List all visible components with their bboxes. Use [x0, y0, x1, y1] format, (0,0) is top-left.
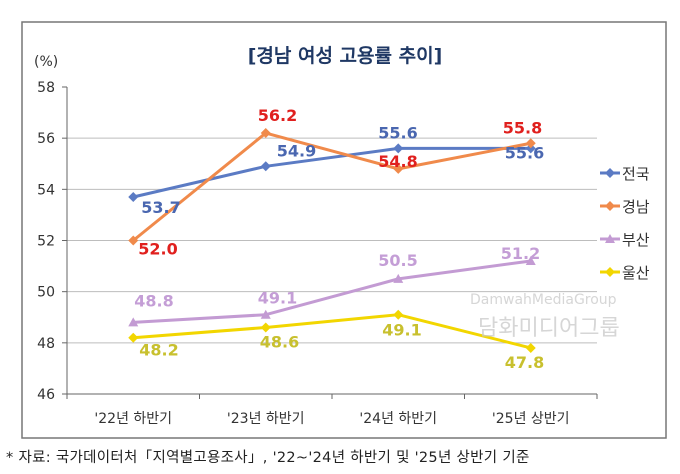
y-tick-label: 54 — [37, 182, 55, 198]
y-tick-label: 58 — [37, 80, 55, 96]
data-label: 48.6 — [260, 332, 299, 351]
y-tick-label: 50 — [37, 285, 55, 301]
legend-label: 부산 — [622, 231, 650, 249]
data-point-marker — [128, 317, 139, 327]
data-point-marker — [393, 163, 404, 174]
data-point-marker — [260, 322, 271, 333]
data-point-marker — [260, 128, 271, 139]
data-point-marker — [525, 138, 536, 149]
y-tick-label: 56 — [37, 131, 55, 147]
series-line-울산 — [133, 313, 532, 350]
data-point-marker — [605, 168, 615, 178]
chart-title: [경남 여성 고용률 추이] — [248, 45, 443, 67]
data-point-marker — [525, 255, 536, 265]
series-line-부산 — [133, 259, 531, 324]
data-label: 50.5 — [378, 251, 417, 270]
data-label: 51.2 — [501, 244, 540, 263]
data-point-marker — [128, 332, 139, 343]
data-label: 48.8 — [134, 291, 173, 310]
y-tick-label: 48 — [37, 336, 55, 352]
data-point-marker — [525, 143, 536, 154]
data-point-marker — [128, 192, 139, 203]
data-label: 55.6 — [378, 123, 417, 142]
data-label: 47.8 — [505, 353, 544, 372]
data-point-marker — [393, 273, 404, 283]
chart-frame — [21, 21, 667, 439]
x-tick-label: '25년 상반기 — [492, 411, 570, 427]
y-tick-label: 52 — [37, 234, 55, 250]
y-axis-unit: (%) — [34, 54, 58, 70]
data-label: 52.0 — [138, 240, 177, 259]
x-tick-label: '24년 하반기 — [359, 411, 437, 427]
data-point-marker — [260, 309, 271, 319]
x-tick-label: '22년 하반기 — [94, 411, 172, 427]
series-line-전국 — [132, 146, 531, 199]
data-point-marker — [605, 201, 615, 211]
data-label: 56.2 — [258, 106, 297, 125]
data-label: 54.8 — [378, 152, 417, 171]
data-point-marker — [525, 342, 536, 353]
data-point-marker — [128, 235, 139, 246]
data-point-marker — [605, 234, 615, 243]
data-label: 49.1 — [258, 289, 297, 308]
source-footnote: * 자료: 국가데이터처「지역별고용조사」, '22~'24년 하반기 및 '2… — [6, 450, 530, 466]
data-label: 55.8 — [503, 118, 542, 137]
legend-label: 전국 — [622, 165, 650, 183]
watermark-ko: 담화미디어그룹 — [478, 316, 620, 341]
x-tick-label: '23년 하반기 — [227, 411, 305, 427]
data-label: 54.9 — [277, 141, 316, 160]
data-point-marker — [393, 309, 404, 320]
data-label: 49.1 — [382, 321, 421, 340]
data-label: 53.7 — [141, 198, 180, 217]
watermark-en: DamwahMediaGroup — [470, 292, 617, 308]
series-line-경남 — [132, 131, 532, 242]
data-point-marker — [393, 143, 404, 154]
y-tick-label: 46 — [37, 387, 55, 403]
data-point-marker — [605, 267, 615, 277]
data-label: 48.2 — [139, 341, 178, 360]
data-label: 55.6 — [505, 143, 544, 162]
legend-label: 울산 — [622, 264, 650, 282]
data-point-marker — [260, 161, 271, 172]
legend-label: 경남 — [622, 198, 650, 216]
